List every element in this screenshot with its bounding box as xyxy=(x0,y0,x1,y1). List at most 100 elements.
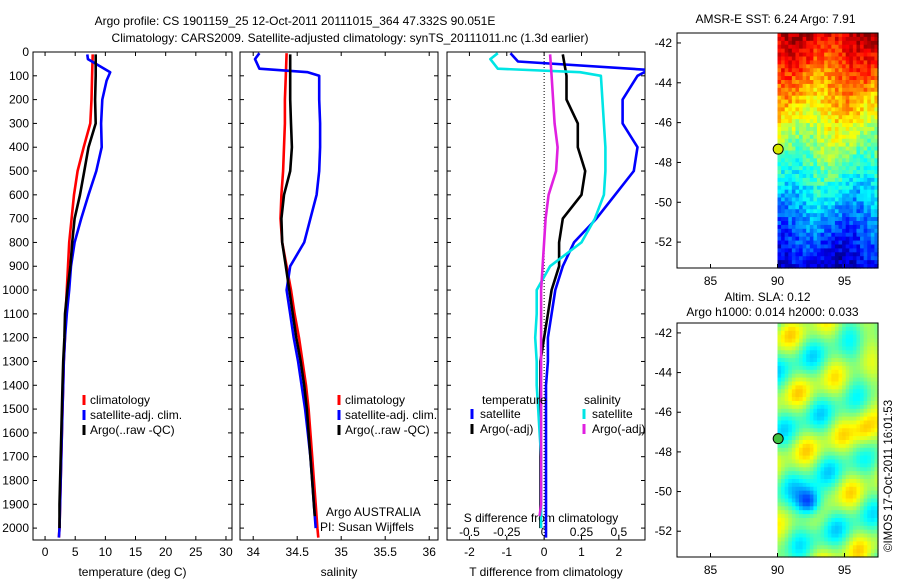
heat-cell xyxy=(838,111,843,116)
heat-cell xyxy=(809,463,814,468)
heat-cell xyxy=(856,471,861,476)
heat-cell xyxy=(852,401,858,406)
heat-cell xyxy=(784,142,789,148)
heat-cell xyxy=(860,201,865,206)
heat-cell xyxy=(856,549,861,554)
heat-cell xyxy=(845,467,850,472)
heat-cell xyxy=(827,424,832,429)
heat-cell xyxy=(842,127,847,132)
heat-cell xyxy=(856,365,861,371)
heat-cell xyxy=(784,455,789,461)
heat-cell xyxy=(867,44,872,50)
heat-cell xyxy=(816,326,822,332)
heat-cell xyxy=(820,323,825,328)
heat-cell xyxy=(784,440,789,445)
heat-cell xyxy=(831,490,836,496)
heat-cell xyxy=(813,455,818,461)
heat-cell xyxy=(838,502,843,507)
heat-cell xyxy=(863,123,868,128)
heat-cell xyxy=(860,185,865,191)
heat-cell xyxy=(791,221,797,226)
heat-cell xyxy=(813,83,818,89)
heat-cell xyxy=(813,529,818,535)
heat-cell xyxy=(813,358,818,363)
heat-cell xyxy=(802,72,807,77)
heat-cell xyxy=(791,181,797,187)
heat-cell xyxy=(809,537,814,542)
heat-cell xyxy=(795,377,800,383)
heat-cell xyxy=(795,459,800,464)
heat-cell xyxy=(784,514,789,519)
heat-cell xyxy=(813,401,818,406)
x-tick-label: 85 xyxy=(704,274,718,288)
heat-cell xyxy=(788,494,793,500)
heat-cell xyxy=(852,193,858,199)
heat-cell xyxy=(791,377,797,383)
heat-cell xyxy=(827,130,832,136)
heat-cell xyxy=(867,107,872,112)
heat-cell xyxy=(870,244,876,250)
heat-cell xyxy=(852,420,858,425)
heat-cell xyxy=(827,397,832,402)
heat-cell xyxy=(799,52,804,58)
heat-cell xyxy=(856,83,861,89)
heat-cell xyxy=(838,385,843,390)
heat-cell xyxy=(791,471,797,476)
heat-cell xyxy=(834,510,840,515)
heat-cell xyxy=(834,76,840,81)
heat-cell xyxy=(813,381,818,386)
heat-cell xyxy=(827,521,832,527)
heat-cell xyxy=(849,99,854,105)
heat-cell xyxy=(867,436,872,441)
heat-cell xyxy=(820,459,825,464)
argo-position-marker xyxy=(772,433,784,445)
heat-cell xyxy=(849,87,854,93)
heat-cell xyxy=(820,240,825,246)
heat-cell xyxy=(852,479,858,484)
heat-cell xyxy=(824,428,829,433)
heat-cell xyxy=(799,80,804,85)
heat-cell xyxy=(834,463,840,468)
heat-cell xyxy=(799,64,804,69)
heat-cell xyxy=(795,201,800,206)
heat-cell xyxy=(802,76,807,81)
heat-cell xyxy=(788,185,793,191)
heat-cell xyxy=(838,174,843,179)
heat-cell xyxy=(777,459,782,464)
heat-cell xyxy=(799,174,804,179)
heat-cell xyxy=(867,467,872,472)
heat-cell xyxy=(870,486,876,492)
heat-cell xyxy=(795,486,800,492)
heat-cell xyxy=(806,338,811,344)
heat-cell xyxy=(824,482,829,488)
heat-cell xyxy=(791,358,797,363)
heat-cell xyxy=(791,33,797,38)
heat-cell xyxy=(820,502,825,507)
heat-cell xyxy=(824,323,829,328)
heat-cell xyxy=(838,244,843,250)
heat-cell xyxy=(781,177,786,183)
heat-cell xyxy=(874,389,879,394)
heat-cell xyxy=(870,381,876,386)
heat-cell xyxy=(824,260,829,265)
heat-cell xyxy=(820,91,825,97)
heat-cell xyxy=(802,459,807,464)
heat-cell xyxy=(806,166,811,171)
y-tick-label: 1500 xyxy=(2,402,29,416)
heat-cell xyxy=(799,428,804,433)
heat-cell xyxy=(842,424,847,429)
heat-cell xyxy=(852,428,858,433)
heat-cell xyxy=(791,440,797,445)
heat-cell xyxy=(845,358,850,363)
heat-cell xyxy=(838,498,843,503)
heat-cell xyxy=(849,373,854,379)
heat-cell xyxy=(781,412,786,418)
heat-cell xyxy=(845,490,850,496)
heat-cell xyxy=(849,48,854,54)
heat-cell xyxy=(863,424,868,429)
heat-cell xyxy=(856,479,861,484)
y-tick-label: 900 xyxy=(9,259,29,273)
heat-cell xyxy=(806,521,811,527)
heat-cell xyxy=(820,205,825,210)
heat-cell xyxy=(852,330,858,336)
